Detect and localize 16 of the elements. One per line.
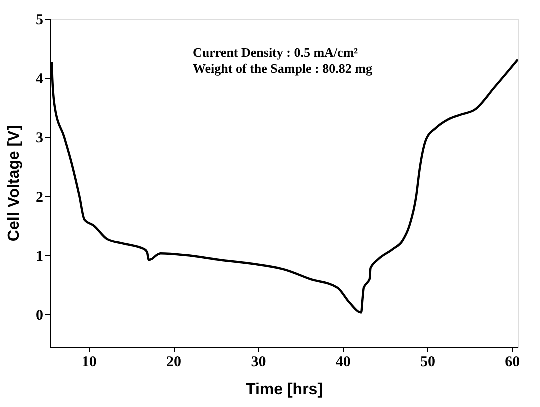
x-tick-label: 40: [336, 354, 351, 370]
x-tick-label: 60: [505, 354, 520, 370]
y-tick-label: 5: [36, 12, 44, 28]
annotation: Current Density : 0.5 mA/cm²: [193, 45, 358, 60]
annotation: Weight of the Sample : 80.82 mg: [193, 61, 373, 76]
y-tick-label: 1: [36, 248, 44, 265]
x-tick-label: 50: [420, 354, 436, 370]
y-tick-label: 2: [36, 190, 44, 206]
x-axis-title: Time [hrs]: [246, 382, 324, 398]
y-axis-title: Cell Voltage [V]: [6, 125, 23, 242]
y-tick-label: 0: [36, 308, 44, 324]
x-tick-label: 30: [251, 354, 266, 370]
x-tick-label: 20: [166, 354, 182, 370]
y-tick-label: 4: [36, 72, 44, 88]
x-tick-label: 10: [82, 354, 97, 370]
y-tick-label: 3: [36, 130, 44, 147]
